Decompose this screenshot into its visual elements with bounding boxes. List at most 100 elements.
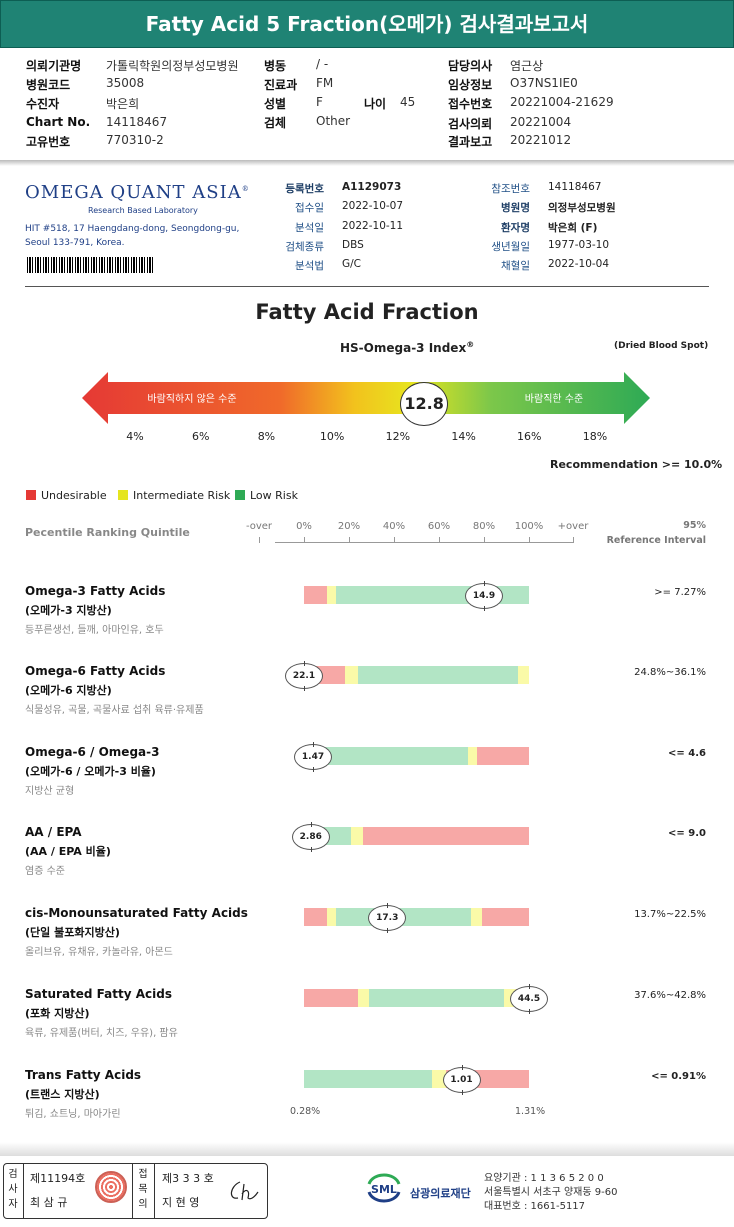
result-reference: <= 9.0 xyxy=(668,828,706,839)
percentile-scale-label: 20% xyxy=(337,521,361,532)
section-title: Fatty Acid Fraction xyxy=(255,300,479,324)
legend-item: Low Risk xyxy=(235,489,298,502)
index-tick-label: 18% xyxy=(582,430,608,443)
percentile-scale-tick xyxy=(439,537,440,543)
lab-logo: OMEGA QUANT ASIA® xyxy=(25,182,250,203)
percentile-scale-label: 0% xyxy=(296,521,312,532)
reference-header: 95% Reference Interval xyxy=(600,518,706,548)
result-name: Saturated Fatty Acids xyxy=(25,987,172,1001)
lab-field-value: 박은희 (F) xyxy=(548,222,598,234)
bar-segment-green xyxy=(304,1070,433,1088)
header-label: 병원코드 xyxy=(26,78,71,92)
lab-field-value: A1129073 xyxy=(342,181,402,193)
bad-level-label: 바람직하지 않은 수준 xyxy=(147,392,236,405)
percentile-scale-tick xyxy=(394,537,395,543)
header-label: 고유번호 xyxy=(26,135,71,149)
header-value: / - xyxy=(316,57,329,71)
result-marker: 1.01 xyxy=(442,1065,481,1095)
signature-box: 검사자 제11194호 최 삼 규 접목의 제3 3 3 호 지 현 영 xyxy=(3,1163,268,1219)
org-line-code: 요양기관 : 1 1 3 6 5 2 0 0 xyxy=(484,1173,604,1184)
result-subtitle: (포화 지방산) xyxy=(25,1007,90,1020)
result-bar xyxy=(304,666,529,684)
result-reference: 37.6%~42.8% xyxy=(634,990,706,1001)
header-label: 검사의뢰 xyxy=(448,117,493,131)
bar-segment-red xyxy=(304,989,358,1007)
header-value: FM xyxy=(316,76,334,90)
result-description: 육류, 유제품(버터, 치즈, 우유), 팜유 xyxy=(25,1028,178,1039)
lab-field-label: 검체종류 xyxy=(285,241,324,253)
signer2-name: 지 현 영 xyxy=(162,1196,200,1209)
header-divider xyxy=(0,160,734,166)
lab-field-label: 등록번호 xyxy=(285,183,324,195)
header-label: 임상정보 xyxy=(448,78,493,92)
footer-divider xyxy=(0,1142,734,1156)
result-subtitle: (오메가-3 지방산) xyxy=(25,604,112,617)
percentile-scale-tick xyxy=(349,537,350,543)
patient-header: 의뢰기관명 가톨릭학원의정부성모병원 병원코드 35008 수진자 박은희 Chart No… xyxy=(0,0,734,160)
sign-divider xyxy=(132,1164,133,1218)
header-label: 나이 xyxy=(364,97,387,111)
signer1-license: 제11194호 xyxy=(30,1172,86,1185)
lab-field-value: 2022-10-04 xyxy=(548,258,610,270)
result-reference: 13.7%~22.5% xyxy=(634,909,706,920)
result-subtitle: (단일 불포화지방산) xyxy=(25,926,120,939)
lab-field-value: 14118467 xyxy=(548,181,602,193)
bar-segment-green xyxy=(304,747,469,765)
lab-logo-sub: Research Based Laboratory xyxy=(88,206,198,215)
bar-segment-green xyxy=(369,989,505,1007)
lab-field-label: 분석법 xyxy=(295,260,324,272)
signature-image xyxy=(230,1181,259,1201)
result-description: 염증 수준 xyxy=(25,866,65,877)
header-label: 검체 xyxy=(264,116,287,130)
result-name: Omega-3 Fatty Acids xyxy=(25,584,166,598)
result-reference: 24.8%~36.1% xyxy=(634,667,706,678)
header-label: 성별 xyxy=(264,97,287,111)
trans-range-min: 0.28% xyxy=(290,1106,321,1117)
bar-segment-yellow xyxy=(351,827,363,845)
percentile-scale-label: 60% xyxy=(427,521,451,532)
result-description: 식물성유, 곡물, 곡물사료 섭취 육류·유제품 xyxy=(25,705,204,716)
bar-segment-red xyxy=(477,747,529,765)
result-bar xyxy=(304,989,529,1007)
percentile-scale-label: 40% xyxy=(382,521,406,532)
index-gradient-arrow: 바람직하지 않은 수준 바람직한 수준 xyxy=(82,372,650,424)
percentile-scale-tick xyxy=(259,537,260,543)
index-tick-label: 6% xyxy=(191,430,210,443)
lab-field-label: 참조번호 xyxy=(491,183,530,195)
percentile-scale-line xyxy=(275,542,573,543)
omega3-index-reg: ® xyxy=(466,340,475,349)
result-subtitle: (오메가-6 / 오메가-3 비율) xyxy=(25,765,156,778)
result-marker: 17.3 xyxy=(368,903,407,933)
reference-header-95: 95% xyxy=(683,520,706,531)
signer1-name: 최 삼 규 xyxy=(30,1196,68,1209)
lab-field-value: 2022-10-07 xyxy=(342,200,404,212)
legend-item: Intermediate Risk xyxy=(118,489,230,502)
result-reference: <= 0.91% xyxy=(651,1071,706,1082)
trans-range-max: 1.31% xyxy=(515,1106,546,1117)
result-bar xyxy=(304,827,529,845)
omega3-index-title-text: HS-Omega-3 Index xyxy=(340,341,467,355)
result-reference: <= 4.6 xyxy=(668,748,706,759)
lab-field-label: 접수일 xyxy=(295,202,324,214)
percentile-scale-tick xyxy=(304,537,305,543)
result-marker: 44.5 xyxy=(510,984,548,1014)
omega3-index-title: HS-Omega-3 Index® xyxy=(340,340,474,355)
result-subtitle: (AA / EPA 비율) xyxy=(25,845,111,858)
lab-address-line1: HIT #518, 17 Haengdang-dong, Seongdong-g… xyxy=(25,224,240,234)
result-description: 등푸른생선, 들깨, 아마인유, 호두 xyxy=(25,625,164,636)
lab-field-label: 채혈일 xyxy=(501,260,530,272)
header-value: Other xyxy=(316,114,351,128)
result-bar xyxy=(304,747,529,765)
omega3-index-score: 12.8 xyxy=(400,382,449,426)
header-label: 의뢰기관명 xyxy=(26,59,82,73)
bar-segment-yellow xyxy=(432,1070,446,1088)
lab-field-value: DBS xyxy=(342,239,364,251)
header-value: 770310-2 xyxy=(106,133,164,147)
lab-field-label: 생년월일 xyxy=(491,241,530,253)
header-label: 진료과 xyxy=(264,78,298,92)
sml-logo-icon: SML xyxy=(367,1173,401,1203)
index-tick-label: 12% xyxy=(385,430,411,443)
legend-swatch xyxy=(118,490,128,500)
bar-segment-yellow xyxy=(517,666,529,684)
bar-segment-red xyxy=(304,586,327,604)
